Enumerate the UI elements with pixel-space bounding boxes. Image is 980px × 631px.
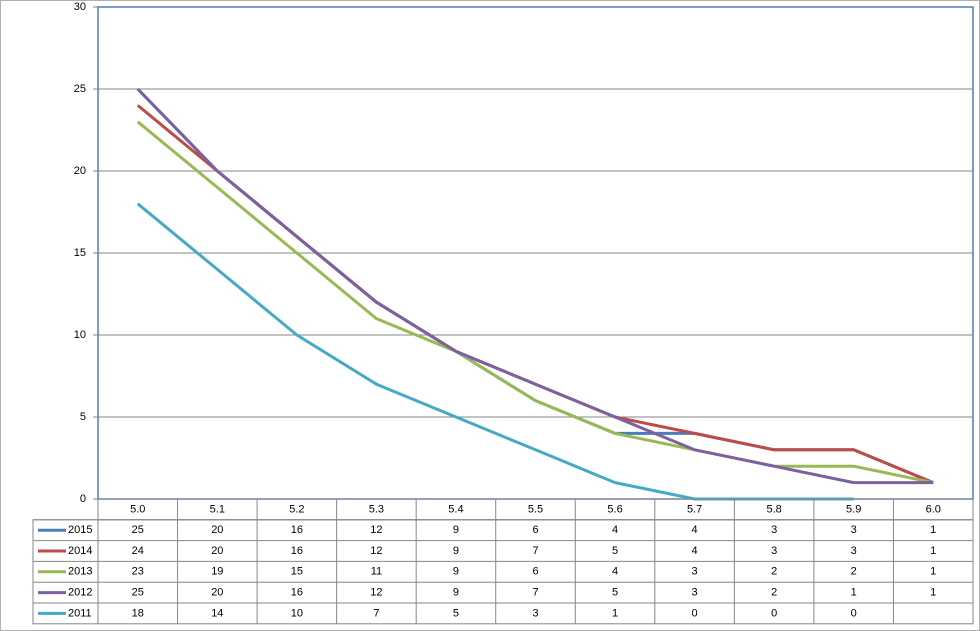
table-value: 9 <box>453 566 459 578</box>
legend-label: 2011 <box>68 607 92 619</box>
y-tick-label: 25 <box>74 83 86 95</box>
table-value: 20 <box>211 587 223 599</box>
table-value: 9 <box>453 545 459 557</box>
x-tick-label: 5.1 <box>210 503 225 515</box>
legend-label: 2014 <box>68 545 92 557</box>
table-value: 2 <box>851 566 857 578</box>
table-value: 4 <box>692 545 698 557</box>
table-value: 0 <box>692 607 698 619</box>
x-tick-label: 5.7 <box>687 503 702 515</box>
table-value: 24 <box>132 545 144 557</box>
table-value: 14 <box>211 607 223 619</box>
table-value: 7 <box>373 607 379 619</box>
legend-label: 2013 <box>68 566 92 578</box>
table-value: 3 <box>771 545 777 557</box>
x-tick-label: 5.0 <box>130 503 145 515</box>
table-value: 0 <box>851 607 857 619</box>
table-value: 16 <box>291 587 303 599</box>
y-tick-label: 30 <box>74 1 86 13</box>
x-tick-label: 5.8 <box>766 503 781 515</box>
table-value: 3 <box>771 524 777 536</box>
y-tick-label: 5 <box>80 411 86 423</box>
table-value: 1 <box>930 524 936 536</box>
table-value: 23 <box>132 566 144 578</box>
table-value: 1 <box>930 545 936 557</box>
table-value: 12 <box>370 587 382 599</box>
table-value: 1 <box>930 587 936 599</box>
table-value: 18 <box>132 607 144 619</box>
x-tick-label: 6.0 <box>926 503 941 515</box>
table-value: 1 <box>612 607 618 619</box>
table-value: 9 <box>453 524 459 536</box>
table-value: 25 <box>132 587 144 599</box>
legend-label: 2015 <box>68 524 92 536</box>
table-value: 3 <box>692 566 698 578</box>
legend-label: 2012 <box>68 587 92 599</box>
table-value: 6 <box>532 566 538 578</box>
y-tick-label: 20 <box>74 165 86 177</box>
x-tick-label: 5.4 <box>448 503 463 515</box>
table-value: 4 <box>612 566 618 578</box>
table-value: 3 <box>851 524 857 536</box>
table-value: 10 <box>291 607 303 619</box>
y-tick-label: 0 <box>80 493 86 505</box>
series-line <box>136 120 934 485</box>
x-tick-label: 5.2 <box>289 503 304 515</box>
table-value: 3 <box>851 545 857 557</box>
x-tick-label: 5.3 <box>369 503 384 515</box>
table-value: 0 <box>771 607 777 619</box>
table-value: 16 <box>291 524 303 536</box>
series-line <box>136 87 934 485</box>
table-value: 5 <box>612 545 618 557</box>
table-value: 5 <box>453 607 459 619</box>
table-value: 3 <box>532 607 538 619</box>
x-tick-label: 5.5 <box>528 503 543 515</box>
table-value: 19 <box>211 566 223 578</box>
table-value: 7 <box>532 587 538 599</box>
table-value: 1 <box>930 566 936 578</box>
table-value: 16 <box>291 545 303 557</box>
table-value: 3 <box>692 587 698 599</box>
table-value: 4 <box>692 524 698 536</box>
table-value: 15 <box>291 566 303 578</box>
x-tick-label: 5.6 <box>607 503 622 515</box>
x-tick-label: 5.9 <box>846 503 861 515</box>
table-value: 25 <box>132 524 144 536</box>
table-value: 2 <box>771 566 777 578</box>
table-value: 6 <box>532 524 538 536</box>
table-value: 5 <box>612 587 618 599</box>
table-value: 11 <box>371 566 382 578</box>
table-value: 20 <box>211 524 223 536</box>
table-value: 12 <box>370 545 382 557</box>
y-tick-label: 10 <box>74 329 86 341</box>
table-value: 2 <box>771 587 777 599</box>
y-tick-label: 15 <box>74 247 86 259</box>
table-value: 12 <box>370 524 382 536</box>
table-value: 7 <box>532 545 538 557</box>
table-value: 20 <box>211 545 223 557</box>
table-value: 1 <box>851 587 857 599</box>
table-value: 9 <box>453 587 459 599</box>
table-value: 4 <box>612 524 618 536</box>
